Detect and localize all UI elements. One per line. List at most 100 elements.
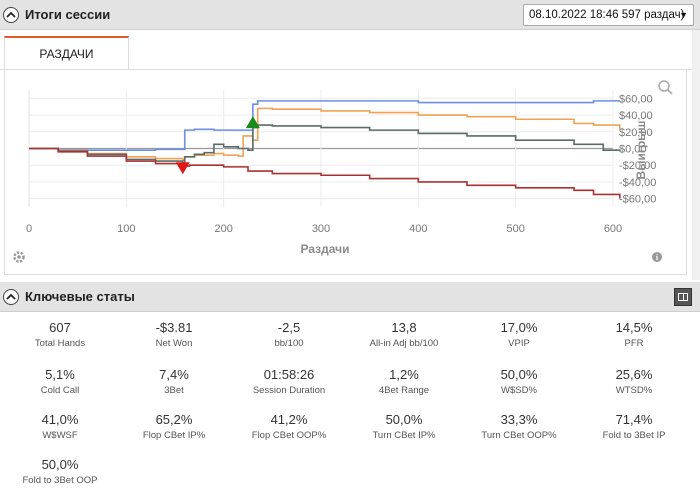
stat-item: -$3.81 Net Won	[114, 320, 234, 349]
series-line-3	[29, 147, 621, 199]
stat-value: 71,4%	[615, 412, 653, 427]
x-axis-label: Раздачи	[301, 242, 350, 256]
stat-item: 50,0% W$SD%	[459, 367, 579, 396]
y-tick-label: $60,00	[619, 93, 653, 105]
key-stats-header: Ключевые статы	[0, 282, 700, 312]
stat-label: W$WSF	[42, 430, 78, 441]
stat-value: 41,2%	[270, 412, 308, 427]
stat-label: Flop CBet OOP%	[251, 430, 327, 441]
columns-icon	[678, 293, 688, 301]
x-tick-label: 0	[26, 223, 32, 235]
stat-value: 01:58:26	[263, 367, 315, 382]
stat-value: 41,0%	[41, 412, 79, 427]
stat-item: 33,3% Turn CBet OOP%	[459, 412, 579, 441]
svg-text:i: i	[656, 253, 659, 262]
stat-item: 41,0% W$WSF	[0, 412, 120, 441]
marker-up-icon	[245, 116, 260, 129]
stat-value: 33,3%	[500, 412, 538, 427]
winnings-chart-panel: $60,00 $40,00 $20,00 $0,00 -$20,00 -$40,00 -$6…	[4, 70, 687, 275]
stat-value: 14,5%	[615, 320, 653, 335]
info-icon[interactable]: i	[652, 252, 662, 262]
stat-label: Total Hands	[34, 338, 86, 349]
stat-value: 607	[49, 320, 71, 335]
y-tick-label: -$60,00	[619, 194, 656, 206]
winnings-chart: $60,00 $40,00 $20,00 $0,00 -$20,00 -$40,00 -$6…	[13, 80, 673, 263]
stat-item: 17,0% VPIP	[459, 320, 579, 349]
stat-label: All-in Adj bb/100	[369, 338, 439, 349]
session-select[interactable]: 08.10.2022 18:46 597 раздач) ▼	[523, 4, 694, 26]
scrollbar[interactable]	[692, 30, 700, 280]
stat-value: 50,0%	[500, 367, 538, 382]
stat-value: 5,1%	[45, 367, 75, 382]
x-tick-label: 600	[604, 223, 622, 235]
x-tick-label: 400	[409, 223, 427, 235]
stat-label: W$SD%	[501, 385, 537, 396]
stat-item: 50,0% Fold to 3Bet OOP	[0, 457, 120, 486]
stat-item: 5,1% Cold Call	[0, 367, 120, 396]
stat-item: 41,2% Flop CBet OOP%	[229, 412, 349, 441]
stat-label: 4Bet Range	[378, 385, 430, 396]
stat-item: -2,5 bb/100	[229, 320, 349, 349]
stat-label: WTSD%	[615, 385, 653, 396]
stat-label: Turn CBet IP%	[372, 430, 436, 441]
stat-value: 50,0%	[41, 457, 79, 472]
series-line-2	[29, 124, 621, 164]
stat-label: Net Won	[155, 338, 193, 349]
stat-label: Fold to 3Bet OOP	[22, 475, 98, 486]
stat-item: 65,2% Flop CBet IP%	[114, 412, 234, 441]
stat-value: 7,4%	[159, 367, 189, 382]
stat-item: 607 Total Hands	[0, 320, 120, 349]
stat-label: Cold Call	[40, 385, 80, 396]
stat-item: 13,8 All-in Adj bb/100	[344, 320, 464, 349]
stat-label: Session Duration	[252, 385, 326, 396]
y-axis-label: Выигрыш	[634, 121, 648, 180]
y-tick-label: $20,00	[619, 127, 653, 139]
marker-down-icon	[175, 162, 190, 175]
stat-label: VPIP	[508, 338, 530, 349]
chevron-up-icon	[6, 11, 16, 18]
stat-item: 01:58:26 Session Duration	[229, 367, 349, 396]
collapse-stats-button[interactable]	[3, 288, 19, 305]
series-line-0	[29, 100, 620, 151]
y-tick-label: -$20,00	[619, 160, 656, 172]
stat-item: 50,0% Turn CBet IP%	[344, 412, 464, 441]
stat-value: 13,8	[391, 320, 417, 335]
x-tick-label: 200	[214, 223, 232, 235]
stat-value: 1,2%	[389, 367, 419, 382]
chevron-down-icon: ▼	[679, 10, 688, 20]
stat-item: 1,2% 4Bet Range	[344, 367, 464, 396]
stat-value: -$3.81	[155, 320, 193, 335]
stat-item: 14,5% PFR	[574, 320, 694, 349]
stat-value: 50,0%	[385, 412, 423, 427]
collapse-session-button[interactable]	[3, 6, 19, 23]
stat-label: Flop CBet IP%	[142, 430, 206, 441]
series-line-1	[29, 107, 621, 161]
stat-item: 7,4% 3Bet	[114, 367, 234, 396]
stat-label: 3Bet	[164, 385, 184, 396]
tab-divider	[0, 69, 692, 70]
stat-item: 25,6% WTSD%	[574, 367, 694, 396]
session-summary-title: Итоги сессии	[25, 7, 111, 22]
y-tick-label: $40,00	[619, 110, 653, 122]
layout-toggle-button[interactable]	[674, 288, 692, 306]
key-stats-title: Ключевые статы	[25, 289, 135, 304]
stat-label: Turn CBet OOP%	[481, 430, 557, 441]
gear-icon[interactable]	[13, 251, 25, 263]
tab-hands[interactable]: РАЗДАЧИ	[4, 36, 129, 69]
x-tick-label: 100	[117, 223, 135, 235]
stat-item: 71,4% Fold to 3Bet IP	[574, 412, 694, 441]
session-summary-header: Итоги сессии 08.10.2022 18:46 597 раздач…	[0, 0, 700, 30]
stat-value: -2,5	[277, 320, 301, 335]
x-tick-label: 300	[312, 223, 330, 235]
stat-label: bb/100	[274, 338, 304, 349]
x-tick-label: 500	[506, 223, 524, 235]
stat-value: 65,2%	[155, 412, 193, 427]
stat-value: 25,6%	[615, 367, 653, 382]
chevron-up-icon	[6, 293, 16, 300]
y-tick-label: $0,00	[619, 144, 647, 156]
stat-label: Fold to 3Bet IP	[602, 430, 666, 441]
y-tick-label: -$40,00	[619, 177, 656, 189]
session-select-value: 08.10.2022 18:46 597 раздач)	[529, 9, 685, 21]
tab-row: РАЗДАЧИ	[0, 30, 700, 70]
zoom-icon[interactable]	[658, 80, 673, 95]
